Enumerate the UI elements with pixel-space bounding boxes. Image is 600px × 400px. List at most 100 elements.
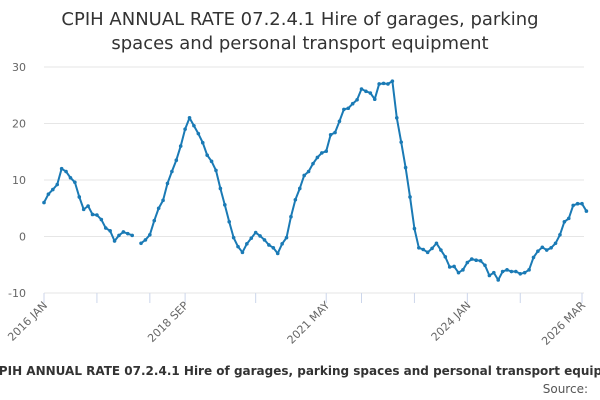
data-point[interactable] — [143, 238, 148, 242]
data-point[interactable] — [469, 257, 474, 261]
data-point[interactable] — [350, 101, 355, 106]
data-point[interactable] — [280, 242, 284, 246]
data-point[interactable] — [236, 244, 240, 249]
data-point[interactable] — [293, 197, 298, 202]
data-point[interactable] — [346, 106, 351, 111]
data-point[interactable] — [320, 151, 324, 155]
data-point[interactable] — [130, 233, 134, 238]
data-point[interactable] — [456, 270, 461, 275]
data-point[interactable] — [421, 247, 426, 252]
data-point[interactable] — [417, 246, 421, 250]
data-point[interactable] — [571, 203, 575, 208]
data-point[interactable] — [258, 234, 262, 238]
data-point[interactable] — [86, 204, 90, 208]
data-point[interactable] — [461, 268, 465, 272]
data-point[interactable] — [364, 89, 368, 94]
data-point[interactable] — [108, 229, 112, 233]
data-point[interactable] — [200, 140, 205, 145]
data-point[interactable] — [500, 269, 505, 274]
data-point[interactable] — [253, 230, 258, 235]
data-point[interactable] — [64, 169, 68, 174]
data-point[interactable] — [214, 168, 218, 173]
data-point[interactable] — [267, 243, 271, 247]
data-point[interactable] — [223, 203, 227, 207]
data-point[interactable] — [399, 140, 404, 144]
data-point[interactable] — [187, 116, 192, 120]
data-point[interactable] — [452, 264, 456, 269]
data-point[interactable] — [156, 206, 161, 211]
data-point[interactable] — [262, 238, 267, 242]
data-point[interactable] — [518, 271, 523, 276]
data-point[interactable] — [117, 233, 121, 238]
data-point[interactable] — [505, 268, 509, 272]
data-point[interactable] — [408, 195, 412, 199]
data-point[interactable] — [478, 259, 483, 263]
data-point[interactable] — [311, 161, 315, 166]
data-point[interactable] — [51, 187, 55, 192]
data-point[interactable] — [205, 153, 209, 157]
data-point[interactable] — [359, 87, 364, 91]
data-point[interactable] — [289, 214, 293, 219]
data-point[interactable] — [324, 149, 329, 153]
data-point[interactable] — [245, 242, 249, 246]
data-point[interactable] — [474, 258, 478, 263]
data-point[interactable] — [90, 212, 95, 217]
data-point[interactable] — [584, 209, 589, 213]
data-point[interactable] — [368, 91, 373, 95]
data-point[interactable] — [297, 186, 302, 191]
data-point[interactable] — [377, 82, 381, 86]
data-point[interactable] — [218, 186, 223, 191]
data-point[interactable] — [483, 263, 487, 268]
data-point[interactable] — [443, 255, 448, 259]
data-point[interactable] — [103, 226, 108, 230]
data-point[interactable] — [170, 169, 174, 174]
data-point[interactable] — [99, 217, 104, 222]
data-point[interactable] — [209, 159, 214, 164]
data-point[interactable] — [403, 165, 408, 170]
data-point[interactable] — [302, 173, 306, 178]
data-point[interactable] — [95, 213, 99, 217]
data-point[interactable] — [562, 220, 567, 224]
data-point[interactable] — [178, 144, 183, 148]
data-point[interactable] — [527, 268, 531, 272]
data-point[interactable] — [59, 166, 64, 171]
data-point[interactable] — [112, 239, 117, 243]
data-point[interactable] — [148, 233, 152, 237]
data-point[interactable] — [306, 169, 311, 174]
data-point[interactable] — [152, 218, 157, 223]
data-point[interactable] — [42, 200, 46, 205]
data-point[interactable] — [496, 278, 501, 282]
data-point[interactable] — [192, 123, 196, 128]
data-point[interactable] — [487, 273, 492, 278]
data-point[interactable] — [240, 250, 245, 255]
data-point[interactable] — [196, 131, 201, 136]
data-point[interactable] — [174, 158, 179, 163]
data-point[interactable] — [81, 207, 86, 212]
data-point[interactable] — [540, 245, 545, 250]
data-point[interactable] — [165, 181, 170, 186]
data-point[interactable] — [434, 241, 439, 246]
data-point[interactable] — [509, 269, 514, 274]
data-point[interactable] — [566, 216, 571, 221]
data-point[interactable] — [355, 97, 359, 102]
data-point[interactable] — [315, 155, 320, 160]
data-point[interactable] — [125, 231, 130, 236]
data-point[interactable] — [580, 201, 584, 206]
data-point[interactable] — [46, 192, 51, 196]
data-point[interactable] — [337, 119, 342, 124]
data-point[interactable] — [439, 248, 443, 252]
data-point[interactable] — [514, 269, 518, 274]
data-point[interactable] — [465, 260, 470, 265]
data-point[interactable] — [522, 270, 527, 275]
data-point[interactable] — [73, 180, 77, 185]
data-point[interactable] — [227, 220, 232, 224]
data-point[interactable] — [430, 246, 434, 251]
data-point[interactable] — [425, 250, 430, 255]
data-point[interactable] — [381, 81, 386, 86]
data-point[interactable] — [342, 107, 346, 112]
data-point[interactable] — [284, 235, 289, 240]
data-point[interactable] — [68, 175, 73, 180]
data-point[interactable] — [386, 82, 390, 86]
data-point[interactable] — [249, 236, 254, 240]
data-point[interactable] — [271, 246, 276, 250]
